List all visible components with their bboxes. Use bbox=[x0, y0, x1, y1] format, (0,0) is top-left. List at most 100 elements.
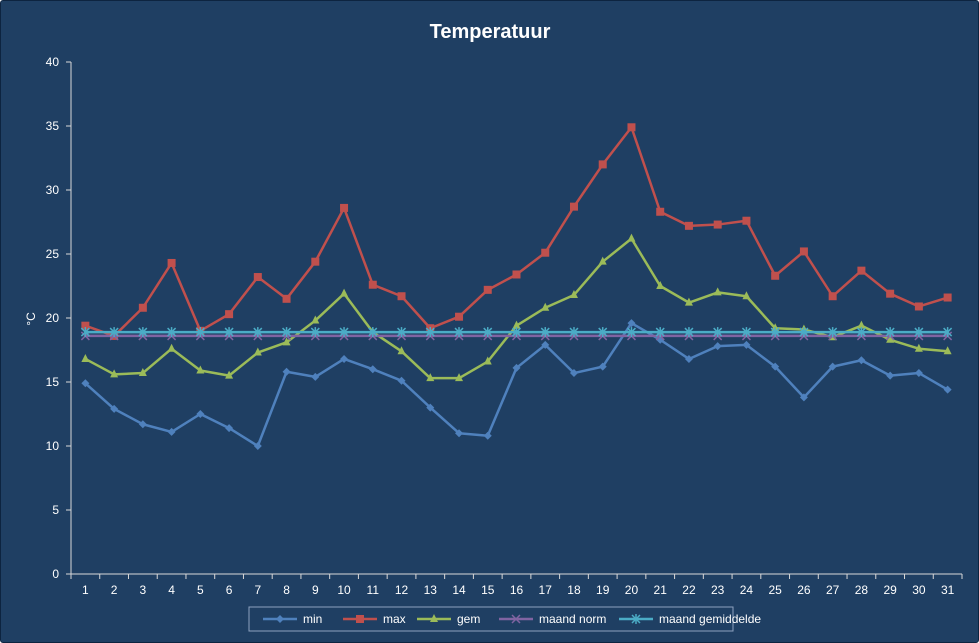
x-tick-label: 20 bbox=[625, 583, 639, 597]
data-point-max bbox=[541, 248, 550, 257]
y-tick-label: 40 bbox=[46, 55, 60, 69]
data-point-gem bbox=[598, 256, 607, 265]
y-tick-label: 20 bbox=[46, 311, 60, 325]
data-point-min bbox=[483, 431, 492, 440]
data-point-maand-gemiddelde bbox=[195, 327, 205, 338]
data-point-min bbox=[397, 376, 406, 385]
data-point-maand-gemiddelde bbox=[167, 327, 177, 338]
data-point-max bbox=[627, 123, 636, 132]
x-tick-label: 7 bbox=[254, 583, 261, 597]
data-point-maand-gemiddelde bbox=[80, 327, 90, 338]
data-point-max bbox=[397, 292, 406, 301]
data-point-max bbox=[828, 292, 837, 301]
legend-item-min: min bbox=[263, 612, 322, 626]
legend: min max gem maand norm maand gemiddelde bbox=[248, 606, 761, 632]
y-tick-label: 25 bbox=[46, 247, 60, 261]
data-point-gem bbox=[426, 373, 435, 382]
data-point-min bbox=[569, 369, 578, 378]
data-point-gem bbox=[886, 334, 895, 343]
chart-title: Temperatuur bbox=[430, 21, 551, 43]
data-point-maand-gemiddelde bbox=[253, 327, 263, 338]
y-tick-label: 5 bbox=[52, 503, 59, 517]
x-tick-label: 6 bbox=[226, 583, 233, 597]
data-point-gem bbox=[196, 365, 205, 374]
data-point-min bbox=[742, 340, 751, 349]
data-point-gem bbox=[742, 291, 751, 300]
data-point-maand-gemiddelde bbox=[799, 327, 809, 338]
data-point-maand-gemiddelde bbox=[914, 327, 924, 338]
legend-label: min bbox=[303, 612, 322, 626]
data-point-max bbox=[943, 293, 952, 302]
data-point-gem bbox=[483, 356, 492, 365]
data-point-min bbox=[225, 424, 234, 433]
x-tick-label: 4 bbox=[168, 583, 175, 597]
data-point-gem bbox=[656, 281, 665, 289]
data-point-max bbox=[138, 303, 147, 312]
data-point-min bbox=[541, 340, 550, 349]
legend-item-maand-gemiddelde: maand gemiddelde bbox=[619, 612, 761, 626]
x-tick-label: 21 bbox=[654, 583, 668, 597]
x-tick-label: 13 bbox=[424, 583, 438, 597]
x-tick-label: 19 bbox=[596, 583, 610, 597]
data-point-gem bbox=[627, 233, 636, 242]
y-tick-label: 15 bbox=[46, 375, 60, 389]
x-tick-label: 28 bbox=[855, 583, 869, 597]
data-point-max bbox=[253, 273, 262, 282]
data-point-min bbox=[914, 369, 923, 378]
data-point-gem bbox=[857, 320, 866, 329]
data-point-min bbox=[368, 365, 377, 374]
x-tick-label: 23 bbox=[711, 583, 725, 597]
y-tick-label: 0 bbox=[52, 567, 59, 581]
data-point-maand-gemiddelde bbox=[684, 327, 694, 338]
data-point-maand-gemiddelde bbox=[425, 327, 435, 338]
data-point-min bbox=[138, 420, 147, 429]
x-tick-label: 10 bbox=[337, 583, 351, 597]
x-tick-label: 17 bbox=[539, 583, 553, 597]
data-point-min bbox=[340, 354, 349, 363]
x-tick-label: 30 bbox=[912, 583, 926, 597]
data-point-max bbox=[368, 280, 377, 289]
legend-label: maand gemiddelde bbox=[659, 612, 761, 626]
legend-label: maand norm bbox=[539, 612, 606, 626]
data-point-max bbox=[81, 321, 90, 330]
y-tick-label: 10 bbox=[46, 439, 60, 453]
data-point-max bbox=[167, 258, 176, 267]
legend-marker bbox=[276, 615, 284, 623]
y-tick-label: 30 bbox=[46, 183, 60, 197]
legend-item-maand-norm: maand norm bbox=[499, 612, 606, 626]
data-point-maand-gemiddelde bbox=[282, 327, 292, 338]
data-point-min bbox=[598, 362, 607, 371]
data-point-maand-gemiddelde bbox=[598, 327, 608, 338]
data-point-min bbox=[110, 404, 119, 413]
x-tick-label: 2 bbox=[111, 583, 118, 597]
x-tick-label: 12 bbox=[395, 583, 409, 597]
data-point-gem bbox=[282, 337, 291, 346]
data-point-min bbox=[771, 362, 780, 371]
data-point-gem bbox=[943, 346, 952, 355]
legend-item-max: max bbox=[343, 612, 406, 626]
legend-marker bbox=[631, 614, 641, 624]
data-point-max bbox=[512, 270, 521, 279]
data-point-min bbox=[455, 429, 464, 438]
data-point-min bbox=[799, 393, 808, 402]
data-point-max bbox=[282, 294, 291, 303]
data-point-gem bbox=[167, 343, 176, 352]
x-tick-label: 22 bbox=[682, 583, 696, 597]
data-point-maand-gemiddelde bbox=[885, 327, 895, 338]
data-point-max bbox=[455, 312, 464, 321]
data-point-max bbox=[225, 310, 234, 319]
data-point-gem bbox=[340, 288, 349, 297]
series-maand-gemiddelde bbox=[80, 327, 953, 338]
data-point-maand-gemiddelde bbox=[483, 327, 493, 338]
data-point-maand-gemiddelde bbox=[138, 327, 148, 338]
series-line-min bbox=[84, 321, 949, 448]
data-point-gem bbox=[253, 347, 262, 356]
data-point-gem bbox=[81, 353, 90, 362]
legend-marker bbox=[430, 614, 438, 622]
x-tick-label: 9 bbox=[312, 583, 319, 597]
data-point-maand-gemiddelde bbox=[856, 327, 866, 338]
data-point-maand-gemiddelde bbox=[511, 327, 522, 338]
data-point-max bbox=[684, 221, 693, 230]
legend-box bbox=[248, 606, 734, 632]
